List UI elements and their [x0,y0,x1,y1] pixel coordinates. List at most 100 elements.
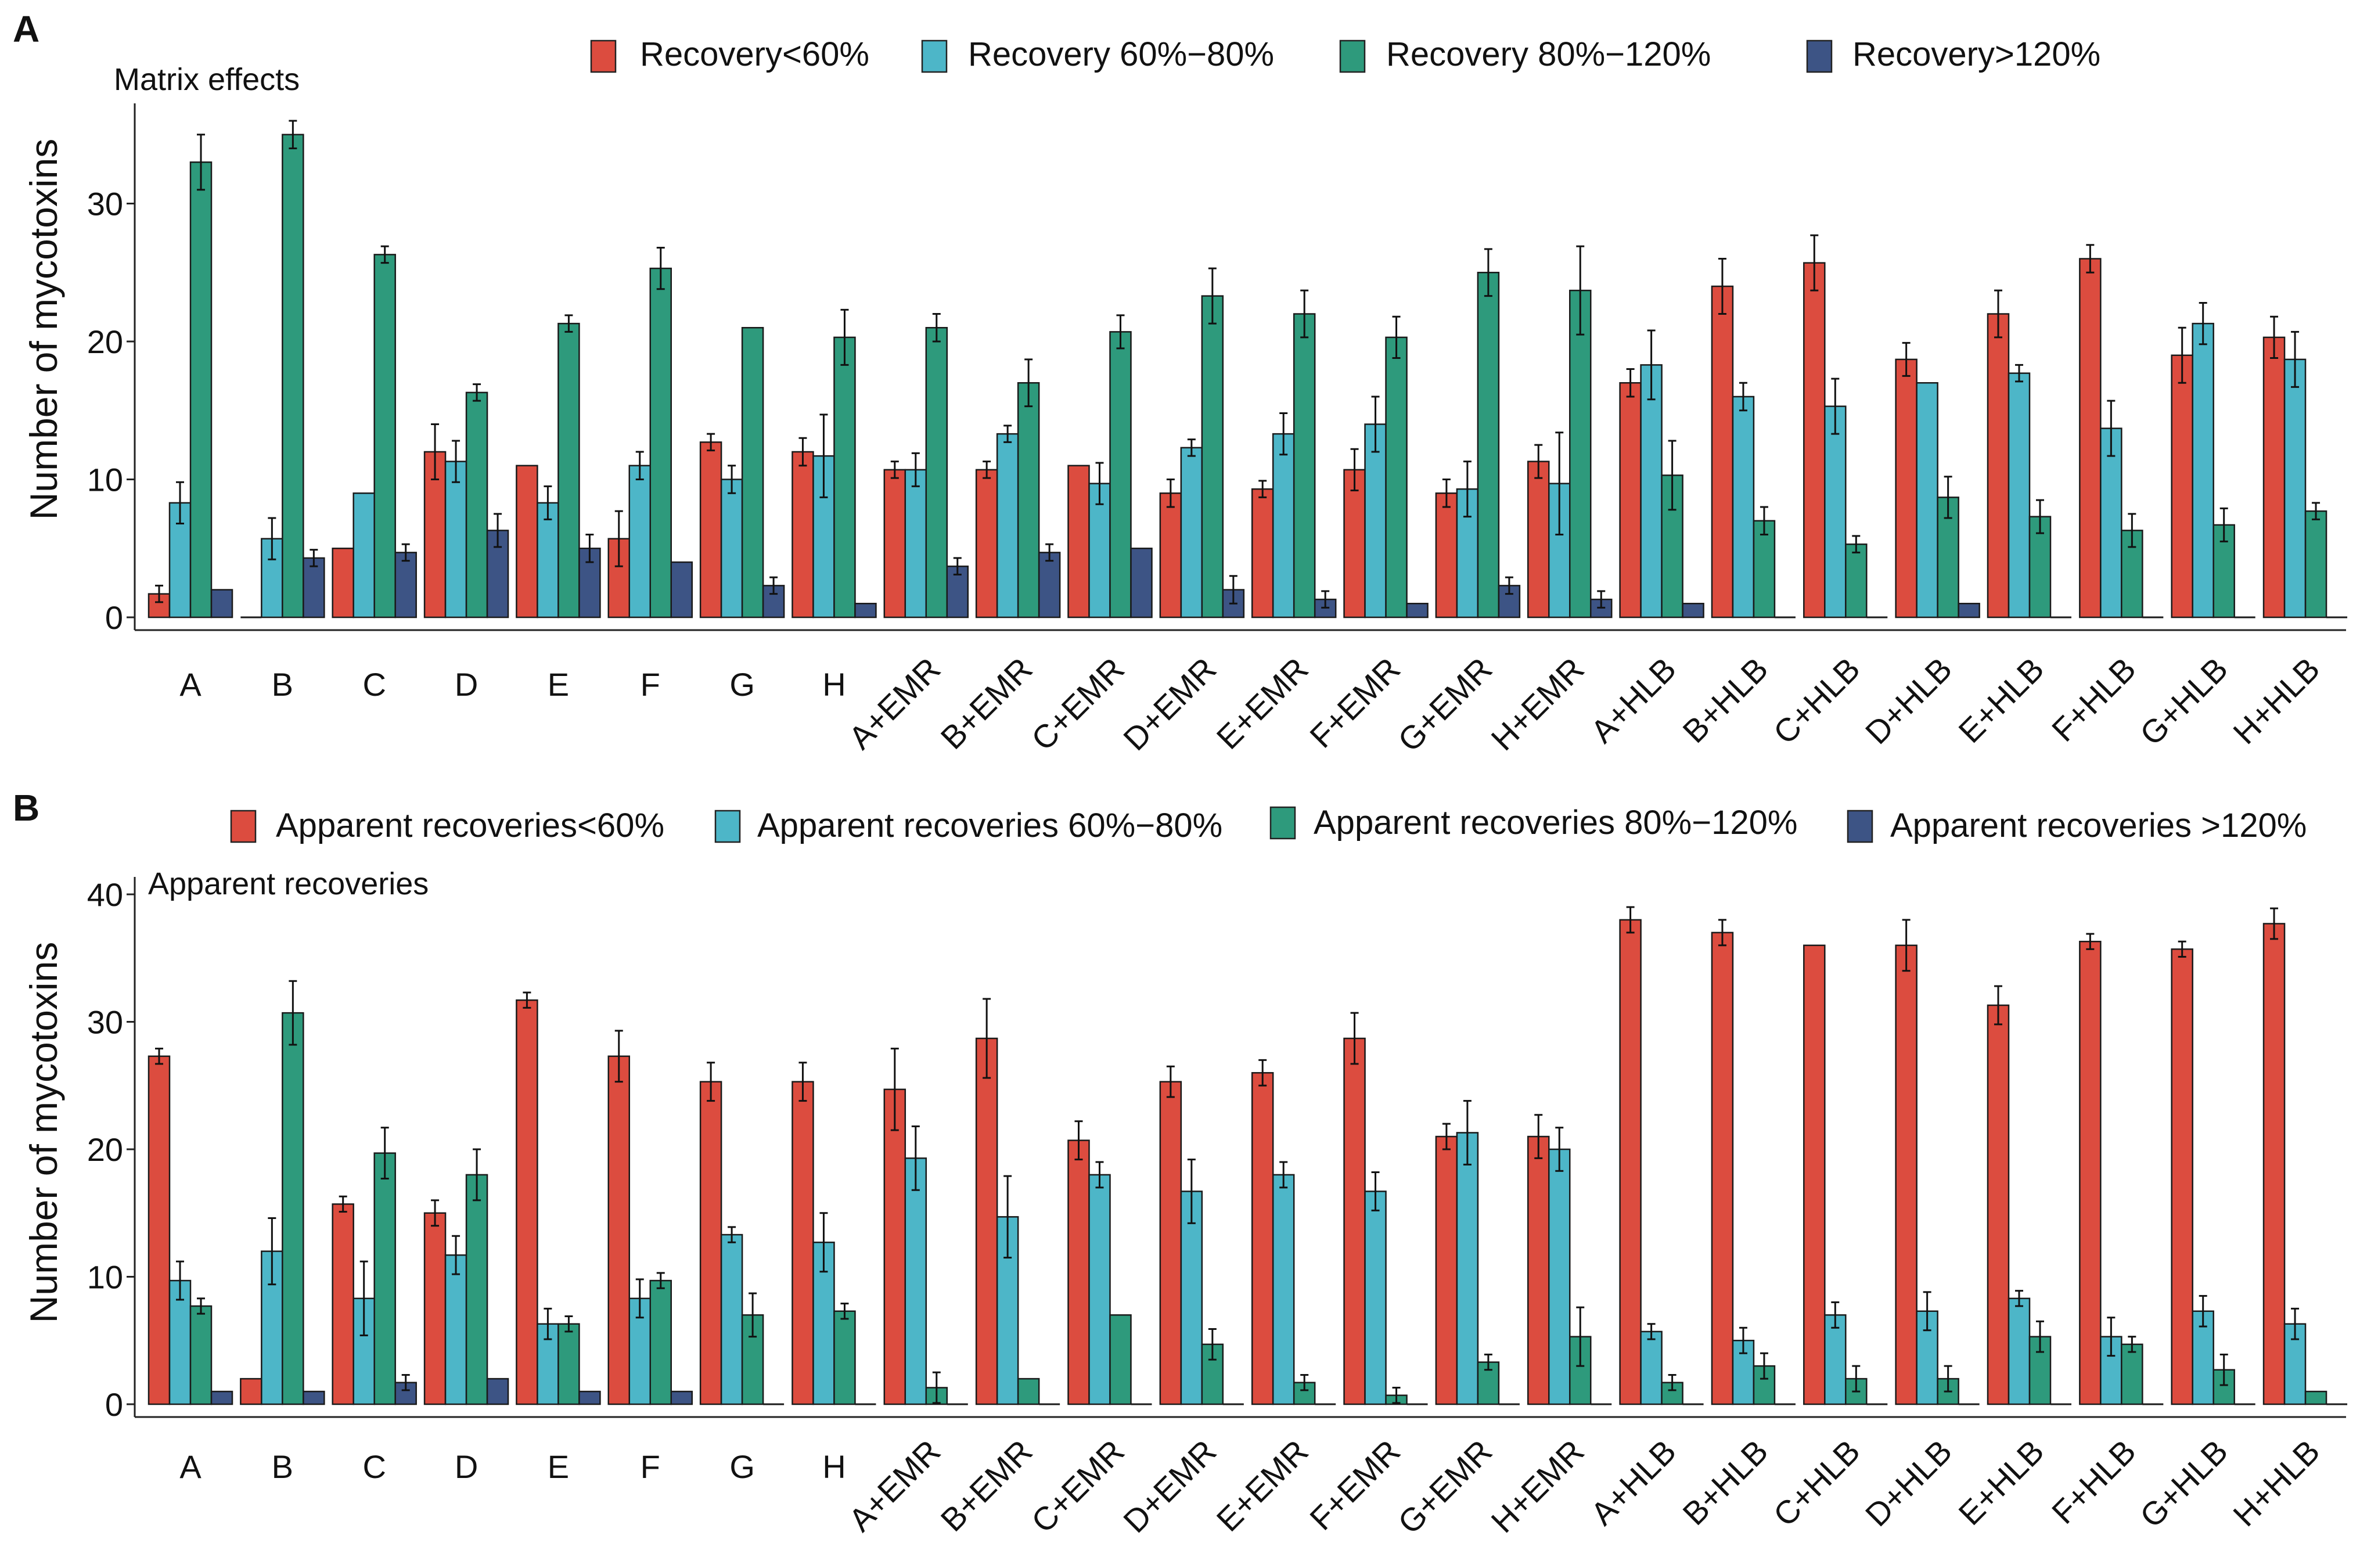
bar-b-23-0 [2262,923,2286,1405]
errorbar-b-13-2 [1392,1386,1401,1404]
legend-label-b-2: Apparent recoveries 80%−120% [1314,804,1797,841]
bar-a-12-1 [1272,433,1295,618]
bar-b-5-2 [649,1279,672,1405]
errorbar-b-22-1 [2199,1294,2207,1328]
errorbar-a-12-2 [1300,289,1309,339]
errorbar-a-13-2 [1392,315,1401,359]
errorbar-a-21-1 [2107,400,2116,457]
errorbar-a-4-2 [564,314,573,333]
x-tick-label-a-13: F+EMR [1303,650,1407,755]
bar-b-7-2 [833,1310,856,1405]
bar-b-6-1 [720,1233,743,1405]
bar-a-5-1 [628,465,651,618]
bar-b-3-1 [444,1254,467,1405]
errorbar-a-6-3 [769,576,778,595]
bar-b-8-1 [904,1157,927,1405]
bar-a-2-1 [352,492,375,618]
y-tick-label-b-4: 40 [87,876,123,913]
errorbar-b-10-1 [1095,1161,1104,1189]
legend-swatch-b-3 [1847,810,1873,843]
bar-b-5-3 [670,1390,693,1405]
bar-b-0-3 [210,1390,233,1405]
legend-swatch-b-1 [714,810,741,843]
bar-b-19-0 [1895,944,1917,1405]
errorbar-a-8-1 [911,452,920,487]
errorbar-a-15-1 [1555,431,1564,535]
y-tick-label-b-2: 20 [87,1131,123,1168]
bar-b-3-3 [486,1378,509,1405]
errorbar-a-9-1 [1003,425,1012,443]
bar-a-4-0 [516,465,538,618]
errorbar-b-2-0 [339,1195,347,1213]
errorbar-b-0-1 [176,1260,184,1301]
bar-a-15-2 [1569,289,1592,618]
x-tick-label-b-21: F+HLB [2045,1433,2143,1531]
chart-title-b: Apparent recoveries [148,866,429,901]
bar-a-13-2 [1385,336,1408,618]
x-tick-label-a-9: B+EMR [934,650,1039,756]
errorbar-b-1-1 [268,1217,276,1286]
x-tick-label-b-1: B [272,1448,293,1485]
errorbar-b-21-2 [2128,1336,2136,1353]
errorbar-b-17-1 [1739,1326,1747,1354]
bar-a-6-2 [741,327,764,618]
errorbar-a-15-0 [1534,444,1543,479]
x-tick-label-a-19: D+HLB [1858,650,1959,751]
bar-b-14-1 [1456,1132,1479,1405]
errorbar-b-10-0 [1074,1120,1083,1161]
x-tick-label-b-14: G+EMR [1391,1433,1499,1541]
bar-a-0-2 [189,161,213,618]
bar-a-9-3 [1038,552,1061,618]
x-tick-label-b-18: C+HLB [1766,1433,1866,1533]
errorbar-b-13-1 [1371,1171,1380,1211]
errorbar-a-18-0 [1810,234,1819,292]
bar-b-9-2 [1017,1378,1040,1405]
y-tick-label-b-0: 0 [105,1386,123,1423]
y-tick-label-b-3: 30 [87,1004,123,1041]
bar-b-4-2 [557,1323,580,1405]
errorbar-a-8-3 [953,557,962,576]
y-tick-label-a-3: 30 [87,186,123,222]
bar-a-7-2 [833,336,856,618]
errorbar-b-21-1 [2107,1317,2116,1357]
errorbar-b-2-1 [359,1260,368,1336]
bar-a-5-3 [670,561,693,618]
bar-a-11-1 [1180,447,1203,618]
bar-a-18-2 [1845,543,1868,618]
errorbar-b-14-0 [1442,1123,1451,1150]
bar-b-13-1 [1364,1191,1387,1405]
x-tick-label-b-3: D [455,1448,478,1485]
bar-a-11-2 [1201,295,1224,618]
bar-b-18-1 [1824,1314,1847,1405]
bar-a-7-0 [792,451,814,618]
bar-a-14-0 [1435,492,1458,618]
x-tick-label-a-3: D [455,666,478,703]
errorbar-a-12-1 [1279,412,1288,456]
bar-b-14-0 [1435,1135,1458,1405]
bar-b-1-3 [303,1390,325,1405]
errorbar-b-22-0 [2178,940,2186,958]
errorbar-b-11-2 [1208,1328,1217,1361]
bar-a-22-1 [2192,322,2214,618]
errorbar-b-18-1 [1831,1301,1840,1329]
errorbar-a-0-1 [176,481,184,524]
bar-a-18-1 [1824,405,1847,618]
errorbar-b-20-0 [1994,985,2002,1026]
errorbar-a-8-2 [932,313,941,343]
errorbar-b-7-0 [798,1062,807,1102]
errorbar-b-18-2 [1852,1365,1861,1393]
bar-a-10-0 [1067,465,1090,618]
errorbar-a-2-2 [380,245,389,264]
errorbar-a-21-2 [2128,513,2136,548]
x-tick-label-a-15: H+EMR [1484,650,1591,757]
legend-item-a-0: Recovery<60% [590,35,869,73]
bar-a-7-3 [854,603,877,618]
legend-label-b-0: Apparent recoveries<60% [276,807,664,844]
bar-a-19-0 [1895,358,1917,618]
bar-a-20-1 [2008,372,2031,618]
errorbar-a-11-2 [1208,267,1217,325]
errorbar-b-7-2 [840,1303,849,1320]
legend-label-a-1: Recovery 60%−80% [968,35,1274,73]
bar-a-17-1 [1732,395,1755,618]
